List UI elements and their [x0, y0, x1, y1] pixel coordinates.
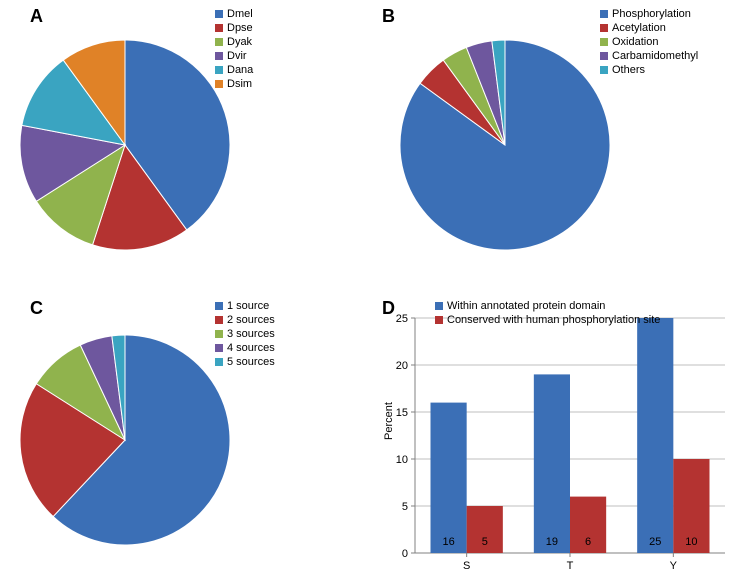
- xtick-label: T: [567, 560, 574, 572]
- panel-a-legend: Dmel Dpse Dyak Dvir Dana Dsim: [215, 8, 253, 92]
- bar: [431, 403, 467, 553]
- legend-item: Conserved with human phosphorylation sit…: [435, 314, 660, 326]
- legend-item: Dsim: [215, 78, 253, 90]
- legend-label: 3 sources: [227, 328, 275, 340]
- legend-item: Phosphorylation: [600, 8, 698, 20]
- panel-d-legend: Within annotated protein domain Conserved…: [435, 300, 660, 328]
- legend-label: Dsim: [227, 78, 252, 90]
- bar-value-label: 25: [649, 536, 661, 548]
- bar-value-label: 5: [482, 536, 488, 548]
- legend-swatch: [215, 358, 223, 366]
- legend-item: 1 source: [215, 300, 275, 312]
- legend-item: 5 sources: [215, 356, 275, 368]
- legend-item: Acetylation: [600, 22, 698, 34]
- legend-label: Acetylation: [612, 22, 666, 34]
- legend-swatch: [600, 52, 608, 60]
- legend-label: Others: [612, 64, 645, 76]
- legend-label: Phosphorylation: [612, 8, 691, 20]
- ytick-label: 0: [402, 548, 408, 560]
- bar-value-label: 10: [685, 536, 697, 548]
- legend-item: Others: [600, 64, 698, 76]
- legend-item: Oxidation: [600, 36, 698, 48]
- bar-value-label: 6: [585, 536, 591, 548]
- panel-b-legend: Phosphorylation Acetylation Oxidation Carba…: [600, 8, 698, 78]
- charts-svg: 0510152025165S196T2510Y: [0, 0, 744, 582]
- legend-swatch: [215, 316, 223, 324]
- ytick-label: 25: [396, 313, 408, 325]
- legend-label: Oxidation: [612, 36, 658, 48]
- legend-item: Dyak: [215, 36, 253, 48]
- legend-swatch: [215, 344, 223, 352]
- legend-label: Dmel: [227, 8, 253, 20]
- panel-d-ylabel: Percent: [383, 402, 395, 440]
- legend-item: Dmel: [215, 8, 253, 20]
- legend-label: Dyak: [227, 36, 252, 48]
- legend-swatch: [435, 302, 443, 310]
- xtick-label: Y: [670, 560, 678, 572]
- legend-swatch: [215, 302, 223, 310]
- legend-item: Dvir: [215, 50, 253, 62]
- legend-swatch: [215, 38, 223, 46]
- legend-item: Dana: [215, 64, 253, 76]
- ytick-label: 10: [396, 454, 408, 466]
- legend-swatch: [215, 10, 223, 18]
- panel-c-legend: 1 source 2 sources 3 sources 4 sources 5 sou…: [215, 300, 275, 370]
- legend-swatch: [215, 330, 223, 338]
- legend-swatch: [215, 66, 223, 74]
- bar-value-label: 16: [442, 536, 454, 548]
- bar: [534, 374, 570, 553]
- legend-label: Dvir: [227, 50, 247, 62]
- legend-swatch: [435, 316, 443, 324]
- xtick-label: S: [463, 560, 470, 572]
- legend-swatch: [215, 24, 223, 32]
- bar-value-label: 19: [546, 536, 558, 548]
- legend-item: Dpse: [215, 22, 253, 34]
- legend-label: Carbamidomethyl: [612, 50, 698, 62]
- ytick-label: 5: [402, 501, 408, 513]
- legend-label: 1 source: [227, 300, 269, 312]
- legend-label: Within annotated protein domain: [447, 300, 605, 312]
- ytick-label: 20: [396, 360, 408, 372]
- legend-label: Dana: [227, 64, 253, 76]
- legend-item: Within annotated protein domain: [435, 300, 660, 312]
- legend-item: 4 sources: [215, 342, 275, 354]
- legend-label: 2 sources: [227, 314, 275, 326]
- ytick-label: 15: [396, 407, 408, 419]
- legend-item: 2 sources: [215, 314, 275, 326]
- legend-item: 3 sources: [215, 328, 275, 340]
- legend-swatch: [215, 52, 223, 60]
- legend-swatch: [600, 10, 608, 18]
- legend-swatch: [215, 80, 223, 88]
- legend-label: Conserved with human phosphorylation sit…: [447, 314, 660, 326]
- legend-label: 4 sources: [227, 342, 275, 354]
- bar: [637, 318, 673, 553]
- legend-label: Dpse: [227, 22, 253, 34]
- legend-label: 5 sources: [227, 356, 275, 368]
- legend-swatch: [600, 38, 608, 46]
- legend-swatch: [600, 66, 608, 74]
- legend-swatch: [600, 24, 608, 32]
- legend-item: Carbamidomethyl: [600, 50, 698, 62]
